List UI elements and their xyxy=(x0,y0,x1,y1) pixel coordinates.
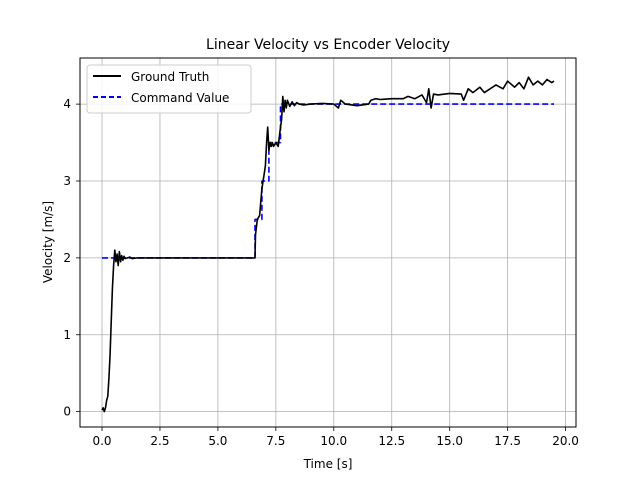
plot-frame xyxy=(79,57,577,428)
x-axis-ticks: 0.0 2.5 5.0 7.5 10.0 12.5 15.0 17.5 20.0 xyxy=(92,427,579,448)
legend-box xyxy=(86,64,252,114)
y-axis-ticks: 0 1 2 3 4 xyxy=(63,97,80,419)
x-tick-label: 10.0 xyxy=(320,434,347,448)
y-tick-label: 4 xyxy=(63,97,71,111)
series-line-ground-truth xyxy=(101,76,555,413)
y-tick-label: 2 xyxy=(63,251,71,265)
x-tick-label: 0.0 xyxy=(92,434,111,448)
chart-title: Linear Velocity vs Encoder Velocity xyxy=(206,37,450,53)
legend: Ground Truth Command Value xyxy=(86,64,252,114)
y-tick-label: 3 xyxy=(63,174,71,188)
legend-label-command-value: Command Value xyxy=(131,91,229,105)
y-tick-label: 1 xyxy=(63,328,71,342)
y-axis-label: Velocity [m/s] xyxy=(41,201,55,283)
x-tick-label: 5.0 xyxy=(208,434,227,448)
y-tick-label: 0 xyxy=(63,405,71,419)
series-lines xyxy=(101,76,555,413)
legend-label-ground-truth: Ground Truth xyxy=(131,70,209,84)
x-tick-label: 12.5 xyxy=(378,434,405,448)
x-tick-label: 15.0 xyxy=(436,434,463,448)
x-tick-label: 2.5 xyxy=(150,434,169,448)
x-tick-label: 20.0 xyxy=(552,434,579,448)
x-tick-label: 7.5 xyxy=(266,434,285,448)
x-axis-label: Time [s] xyxy=(303,457,353,471)
x-tick-label: 17.5 xyxy=(494,434,521,448)
